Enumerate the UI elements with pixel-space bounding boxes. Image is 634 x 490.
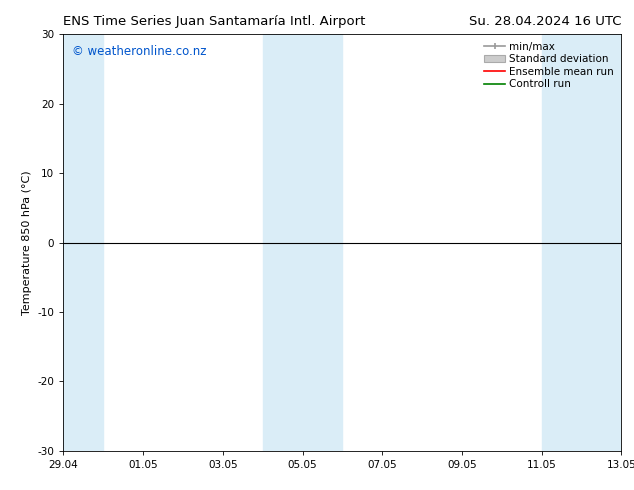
Bar <box>63 34 103 451</box>
Bar <box>262 34 342 451</box>
Text: © weatheronline.co.nz: © weatheronline.co.nz <box>72 45 206 58</box>
Bar <box>541 34 621 451</box>
Legend: min/max, Standard deviation, Ensemble mean run, Controll run: min/max, Standard deviation, Ensemble me… <box>480 37 618 94</box>
Y-axis label: Temperature 850 hPa (°C): Temperature 850 hPa (°C) <box>22 170 32 315</box>
Text: ENS Time Series Juan Santamaría Intl. Airport: ENS Time Series Juan Santamaría Intl. Ai… <box>63 15 366 28</box>
Text: Su. 28.04.2024 16 UTC: Su. 28.04.2024 16 UTC <box>469 15 621 28</box>
